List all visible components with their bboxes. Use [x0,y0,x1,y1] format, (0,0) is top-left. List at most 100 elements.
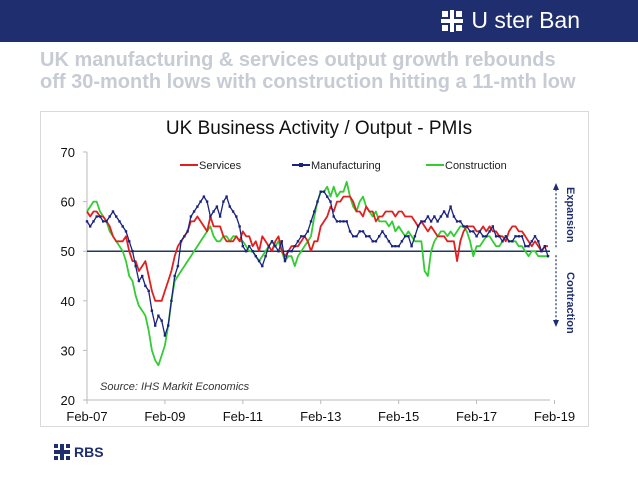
brand: U ster Ban [441,7,580,34]
x-tick-label: Feb-11 [223,409,263,424]
manufacturing-series-line [86,191,549,337]
manufacturing-point [446,215,449,218]
manufacturing-point [468,230,472,233]
x-tick-label: Feb-17 [456,409,497,424]
manufacturing-point [511,240,514,243]
manufacturing-point [218,215,222,218]
manufacturing-point [170,299,173,302]
y-tick-label: 50 [61,244,75,259]
manufacturing-point [118,220,121,223]
manufacturing-point [89,225,92,228]
manufacturing-point [472,230,475,233]
manufacturing-point [517,235,520,238]
manufacturing-point [121,225,124,228]
manufacturing-point [543,245,546,248]
manufacturing-point [397,245,400,248]
manufacturing-point [358,230,361,233]
x-tick-label: Feb-19 [534,409,575,424]
manufacturing-point [235,215,238,218]
manufacturing-point [137,279,141,283]
manufacturing-point [254,255,257,258]
manufacturing-point [348,230,352,233]
manufacturing-point [410,245,413,248]
manufacturing-point [267,245,270,248]
manufacturing-point [163,334,167,337]
manufacturing-point [429,220,433,223]
manufacturing-point [488,230,491,233]
footer-logo: RBS [54,444,104,460]
manufacturing-point [248,245,251,248]
manufacturing-point [449,205,452,208]
manufacturing-point [98,215,102,218]
manufacturing-point [352,235,355,238]
manufacturing-point [144,284,147,288]
manufacturing-point [257,259,261,263]
manufacturing-point [475,235,478,238]
manufacturing-point [167,324,170,327]
manufacturing-point [520,235,524,238]
manufacturing-point [85,220,89,223]
chart-frame [40,111,589,427]
contraction-arrow-head [553,320,559,327]
manufacturing-point [192,210,196,213]
x-tick-label: Feb-09 [144,409,185,424]
manufacturing-point [95,215,98,218]
source-note: Source: IHS Markit Economics [100,381,250,393]
manufacturing-point [270,240,274,243]
manufacturing-point [530,240,533,243]
y-tick-label: 20 [61,393,75,408]
manufacturing-point [306,230,309,233]
manufacturing-point [309,220,313,223]
manufacturing-point [202,195,206,198]
manufacturing-point [452,215,456,218]
manufacturing-point [371,240,374,243]
manufacturing-point [462,225,465,228]
manufacturing-point [319,190,322,193]
manufacturing-point [507,240,511,243]
manufacturing-point [157,314,160,317]
manufacturing-point [498,235,501,238]
manufacturing-point [215,205,219,208]
manufacturing-point [102,220,105,223]
y-tick-label: 40 [61,294,75,309]
manufacturing-point [205,200,209,203]
header-bar: U ster Ban [0,0,638,42]
manufacturing-point [179,240,183,243]
x-tick-label: Feb-07 [66,409,107,424]
manufacturing-point [300,235,303,238]
manufacturing-point [322,190,326,193]
manufacturing-point [387,240,391,243]
manufacturing-point [494,235,498,238]
manufacturing-point [491,225,494,228]
manufacturing-point [108,215,111,218]
manufacturing-point [326,195,329,198]
manufacturing-point [264,255,267,258]
manufacturing-point [332,215,335,218]
manufacturing-point [355,235,358,238]
manufacturing-point [238,225,241,228]
manufacturing-point [514,235,517,238]
manufacturing-point [231,210,235,213]
manufacturing-point [391,245,394,248]
x-tick-label: Feb-13 [300,409,341,424]
manufacturing-point [478,230,481,233]
manufacturing-point [394,245,397,248]
manufacturing-point [540,250,543,253]
manufacturing-point [283,259,287,263]
expansion-arrow-head [553,183,559,190]
y-tick-label: 60 [61,195,75,210]
manufacturing-point [131,250,134,253]
manufacturing-point [296,240,300,243]
manufacturing-point [361,230,365,233]
headline-line-1: UK manufacturing & services output growt… [40,49,556,71]
manufacturing-point [241,245,244,248]
legend-services-label: Services [199,160,242,172]
manufacturing-point [141,274,144,278]
y-tick-label: 30 [61,343,75,358]
ulster-bank-logo-icon [441,9,464,32]
manufacturing-point [303,235,306,238]
manufacturing-point [209,215,212,218]
manufacturing-point [342,220,345,223]
manufacturing-point [459,220,462,223]
